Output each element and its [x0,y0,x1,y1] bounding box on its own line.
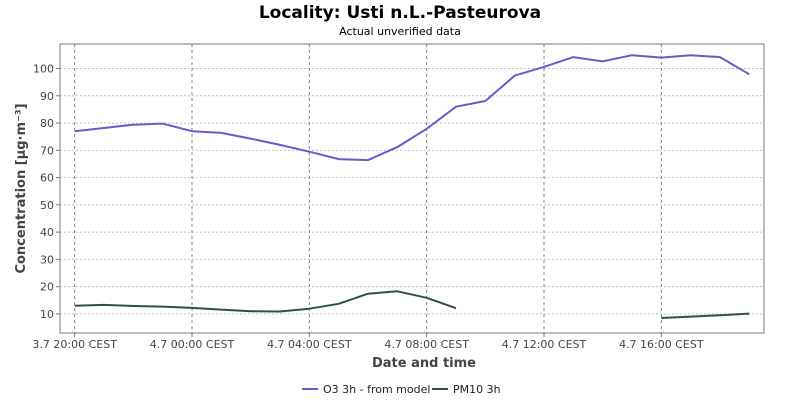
legend-label: O3 3h - from model [323,383,430,396]
y-tick-label: 60 [40,172,54,185]
legend-item-0: O3 3h - from model [302,383,430,396]
y-tick-label: 50 [40,199,54,212]
legend-item-1: PM10 3h [432,383,501,396]
y-axis-label: Concentration [µg·m⁻³] [14,103,29,273]
y-tick-label: 80 [40,117,54,130]
legend-label: PM10 3h [453,383,501,396]
x-tick-label: 4.7 00:00 CEST [150,338,235,351]
x-tick-label: 4.7 04:00 CEST [267,338,352,351]
y-tick-label: 100 [33,63,54,76]
chart-title: Locality: Usti n.L.-Pasteurova [259,3,541,23]
x-axis-label: Date and time [372,356,476,371]
y-tick-label: 70 [40,144,54,157]
y-tick-label: 40 [40,226,54,239]
y-tick-label: 10 [40,308,54,321]
x-tick-label: 3.7 20:00 CEST [32,338,117,351]
legend: O3 3h - from model PM10 3h [302,383,501,396]
plot-area [60,44,764,333]
y-tick-label: 90 [40,90,54,103]
chart-subtitle: Actual unverified data [339,25,461,38]
y-tick-label: 30 [40,253,54,266]
x-tick-label: 4.7 08:00 CEST [384,338,469,351]
x-tick-label: 4.7 12:00 CEST [502,338,587,351]
x-tick-label: 4.7 16:00 CEST [619,338,704,351]
y-tick-label: 20 [40,281,54,294]
